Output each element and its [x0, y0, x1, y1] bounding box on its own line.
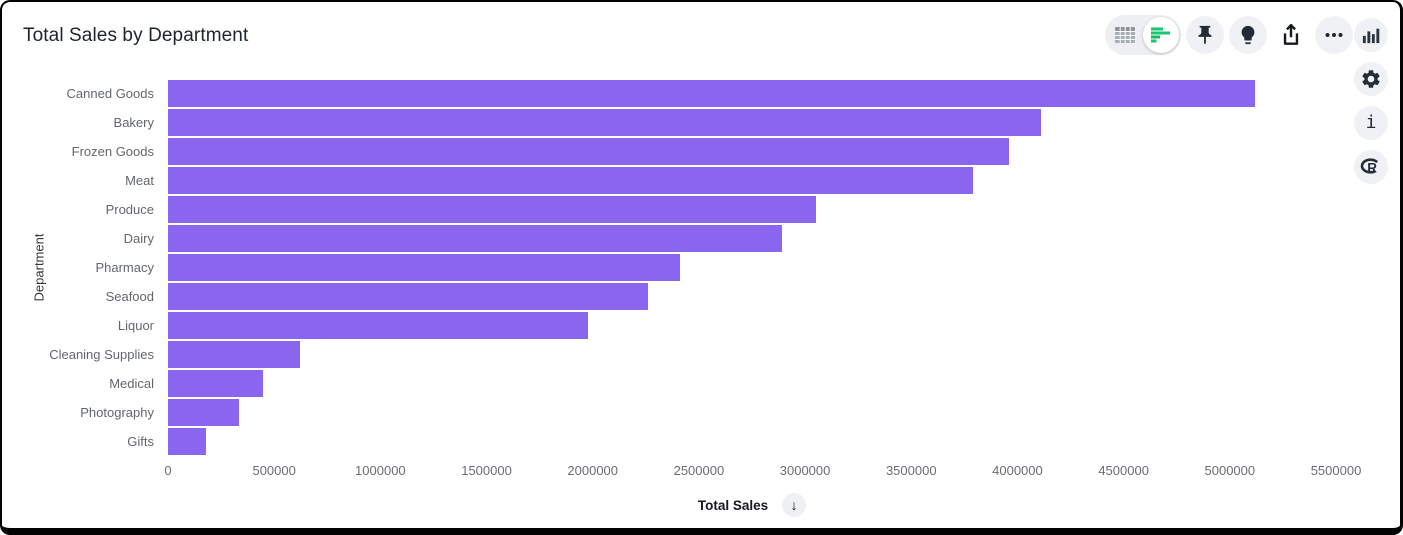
info-icon: i: [1365, 112, 1377, 133]
bar[interactable]: [168, 370, 263, 397]
category-label: Meat: [125, 173, 154, 188]
right-rail: i R: [1354, 18, 1388, 184]
bar-row: Liquor: [16, 311, 1336, 340]
bar-track: [168, 312, 1336, 339]
bar[interactable]: [168, 312, 589, 339]
category-label: Produce: [105, 202, 154, 217]
bar[interactable]: [168, 428, 207, 455]
bar[interactable]: [168, 138, 1009, 165]
bar-row: Meat: [16, 166, 1336, 195]
page-title: Total Sales by Department: [23, 25, 249, 46]
lightbulb-button[interactable]: [1229, 16, 1267, 54]
view-toggle: [1105, 15, 1181, 55]
category-label: Photography: [80, 405, 154, 420]
settings-button[interactable]: [1354, 62, 1388, 96]
bar-track: [168, 254, 1336, 281]
bar-track: [168, 138, 1336, 165]
bar-row: Pharmacy: [16, 253, 1336, 282]
category-label: Pharmacy: [95, 260, 154, 275]
bar-track: [168, 80, 1336, 107]
share-icon: [1278, 22, 1304, 48]
x-tick-label: 1500000: [461, 463, 512, 478]
r-language-icon: R: [1359, 156, 1383, 178]
bar[interactable]: [168, 225, 782, 252]
category-label: Cleaning Supplies: [49, 347, 154, 362]
category-label: Canned Goods: [66, 86, 154, 101]
bar[interactable]: [168, 283, 648, 310]
bar-track: [168, 167, 1336, 194]
category-label: Bakery: [113, 115, 154, 130]
table-view-icon: [1115, 27, 1135, 43]
bar[interactable]: [168, 254, 680, 281]
category-label: Seafood: [105, 289, 154, 304]
lightbulb-icon: [1237, 24, 1259, 46]
bar-track: [168, 196, 1336, 223]
bar-rows: Canned Goods Bakery Frozen Goods Meat Produc…: [16, 79, 1336, 456]
x-tick-label: 5000000: [1204, 463, 1256, 478]
chart-toolbar: [1105, 15, 1353, 55]
x-tick-label: 5500000: [1310, 463, 1362, 478]
x-tick-label: 0: [164, 463, 172, 478]
table-view-button[interactable]: [1107, 17, 1143, 53]
bar-row: Medical: [16, 369, 1336, 398]
bar-row: Bakery: [16, 108, 1336, 137]
bar-row: Seafood: [16, 282, 1336, 311]
x-tick-label: 2000000: [567, 463, 619, 478]
bar-track: [168, 341, 1336, 368]
bar-row: Photography: [16, 398, 1336, 427]
info-button[interactable]: i: [1354, 106, 1388, 140]
arrow-down-icon: ↓: [790, 497, 798, 513]
bar-chart-view-icon: [1151, 27, 1171, 43]
x-tick-label: 4500000: [1098, 463, 1149, 478]
bar[interactable]: [168, 167, 973, 194]
bar[interactable]: [168, 399, 240, 426]
column-chart-icon: [1362, 26, 1380, 44]
x-tick-label: 1000000: [355, 463, 406, 478]
more-options-icon: [1323, 24, 1345, 46]
svg-text:R: R: [1367, 161, 1377, 176]
bar-row: Dairy: [16, 224, 1336, 253]
x-tick-label: 4000000: [992, 463, 1043, 478]
bar-track: [168, 109, 1336, 136]
column-chart-button[interactable]: [1354, 18, 1388, 52]
bar-track: [168, 428, 1336, 455]
x-axis-label: Total Sales: [697, 497, 769, 513]
settings-gear-icon: [1360, 68, 1382, 90]
bar[interactable]: [168, 80, 1256, 107]
share-button[interactable]: [1272, 16, 1310, 54]
r-language-button[interactable]: R: [1354, 150, 1388, 184]
bar-track: [168, 370, 1336, 397]
pin-button[interactable]: [1186, 16, 1224, 54]
bar-row: Frozen Goods: [16, 137, 1336, 166]
x-axis-label-row: Total Sales ↓: [168, 493, 1336, 517]
sort-descending-button[interactable]: ↓: [782, 493, 807, 517]
category-label: Frozen Goods: [71, 144, 154, 159]
category-label: Gifts: [127, 434, 154, 449]
bar-row: Produce: [16, 195, 1336, 224]
bar-track: [168, 283, 1336, 310]
pin-icon: [1194, 24, 1216, 46]
category-label: Liquor: [117, 318, 154, 333]
bar-track: [168, 225, 1336, 252]
bar[interactable]: [168, 196, 816, 223]
x-axis: 0 500000 1000000 1500000 2000000 2500000 30000…: [164, 463, 1361, 479]
category-label: Medical: [109, 376, 154, 391]
x-tick-label: 3000000: [779, 463, 831, 478]
bar[interactable]: [168, 109, 1041, 136]
x-tick-label: 3500000: [885, 463, 937, 478]
bar[interactable]: [168, 341, 300, 368]
bar-chart: Canned Goods Bakery Frozen Goods Meat Produc…: [16, 79, 1336, 456]
x-tick-label: 500000: [252, 463, 296, 478]
bar-track: [168, 399, 1336, 426]
bar-chart-view-button[interactable]: [1143, 17, 1179, 53]
more-options-button[interactable]: [1315, 16, 1353, 54]
bar-row: Gifts: [16, 427, 1336, 456]
bar-row: Cleaning Supplies: [16, 340, 1336, 369]
bar-row: Canned Goods: [16, 79, 1336, 108]
x-tick-label: 2500000: [673, 463, 725, 478]
category-label: Dairy: [123, 231, 154, 246]
